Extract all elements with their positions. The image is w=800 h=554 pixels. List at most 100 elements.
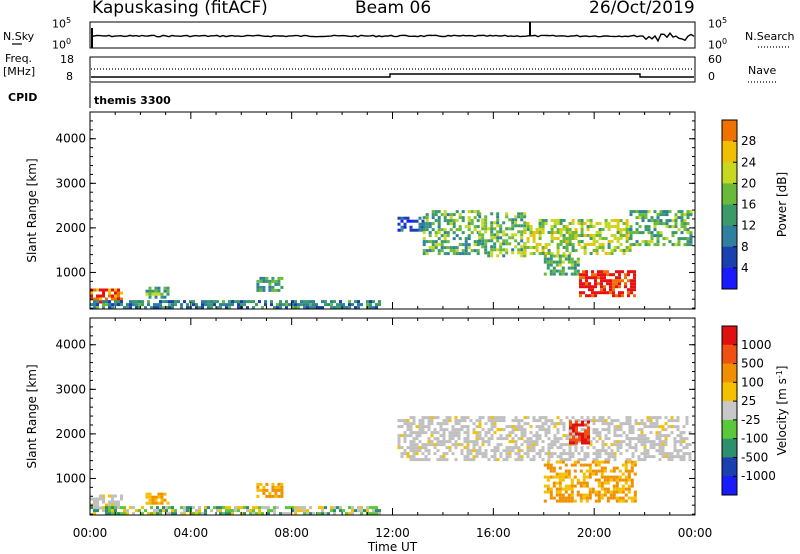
scatter-cell [538,434,542,438]
scatter-cell [195,303,198,307]
scatter-cell [523,231,527,234]
colorbar-swatch [722,438,737,458]
scatter-cell [571,431,575,435]
scatter-cell [303,303,306,307]
scatter-cell [598,452,602,456]
scatter-cell [565,246,569,249]
scatter-cell [585,276,588,280]
scatter-cell [588,288,591,292]
scatter-cell [621,463,625,467]
scatter-cell [117,288,120,292]
scatter-cell [201,300,204,304]
scatter-cell [601,443,605,447]
scatter-cell [594,499,598,503]
scatter-cell [546,463,550,467]
scatter-cell [552,254,556,258]
scatter-cell [585,481,589,485]
scatter-cell [262,276,266,280]
scatter-cell [425,228,429,232]
scatter-cell [279,306,282,310]
scatter-cell [656,237,660,241]
scatter-cell [543,257,547,261]
scatter-cell [437,252,441,256]
scatter-cell [162,306,165,310]
nave-label: Nave [748,64,777,77]
scatter-cell [461,243,465,247]
scatter-cell [562,458,566,462]
scatter-cell [249,300,252,304]
scatter-cell [422,252,426,256]
scatter-cell [433,416,437,420]
scatter-cell [570,499,574,503]
scatter-cell [583,455,587,459]
scatter-cell [656,216,660,220]
scatter-cell [615,466,619,470]
scatter-cell [490,212,494,216]
scatter-cell [559,231,563,234]
scatter-cell [321,509,324,513]
scatter-cell [163,498,167,502]
scatter-cell [591,276,594,280]
scatter-cell [330,306,333,310]
scatter-cell [624,493,628,497]
scatter-cell [571,443,575,447]
scatter-cell [160,498,164,502]
scatter-cell [458,243,462,247]
scatter-cell [594,276,597,280]
colorbar-label: Power [dB] [775,172,789,237]
scatter-cell [587,429,590,433]
scatter-cell [582,481,586,485]
scatter-cell [448,416,452,420]
scatter-cell [619,446,623,450]
scatter-cell [555,460,559,464]
scatter-cell [621,499,625,503]
scatter-cell [484,452,488,456]
velocity-panel [89,317,696,516]
scatter-cell [544,434,548,438]
scatter-cell [631,452,635,456]
scatter-cell [591,288,594,292]
scatter-cell [166,292,170,296]
scatter-cell [502,254,506,258]
scatter-cell [460,425,464,429]
scatter-cell [300,303,303,307]
scatter-cell [622,252,626,255]
scatter-cell [603,460,607,464]
scatter-region [543,254,580,276]
scatter-cell [508,434,512,438]
scatter-cell [460,449,464,453]
scatter-cell [649,443,653,447]
scatter-cell [683,213,687,217]
scatter-cell [655,425,659,429]
scatter-cell [160,292,164,296]
scatter-cell [634,422,638,426]
nave-tick-top: 60 [708,53,722,66]
scatter-cell [541,249,545,252]
scatter-cell [267,512,270,516]
scatter-cell [336,306,339,310]
scatter-cell [478,446,482,450]
scatter-cell [598,222,602,225]
scatter-cell [157,501,161,505]
scatter-cell [594,285,597,289]
scatter-cell [517,428,521,432]
scatter-cell [624,285,627,289]
scatter-cell [151,292,155,296]
scatter-cell [415,434,419,438]
scatter-cell [306,306,309,310]
scatter-cell [613,440,617,444]
scatter-cell [145,289,149,293]
scatter-cell [324,303,327,307]
scatter-cell [589,222,593,225]
scatter-cell [661,434,665,438]
scatter-cell [555,490,559,494]
colorbar-swatch [722,401,737,421]
scatter-cell [484,431,488,435]
scatter-cell [571,222,575,225]
scatter-cell [601,422,605,426]
scatter-cell [166,501,170,505]
scatter-cell [520,245,524,249]
scatter-cell [647,231,651,235]
scatter-cell [613,246,617,249]
scatter-cell [652,425,656,429]
